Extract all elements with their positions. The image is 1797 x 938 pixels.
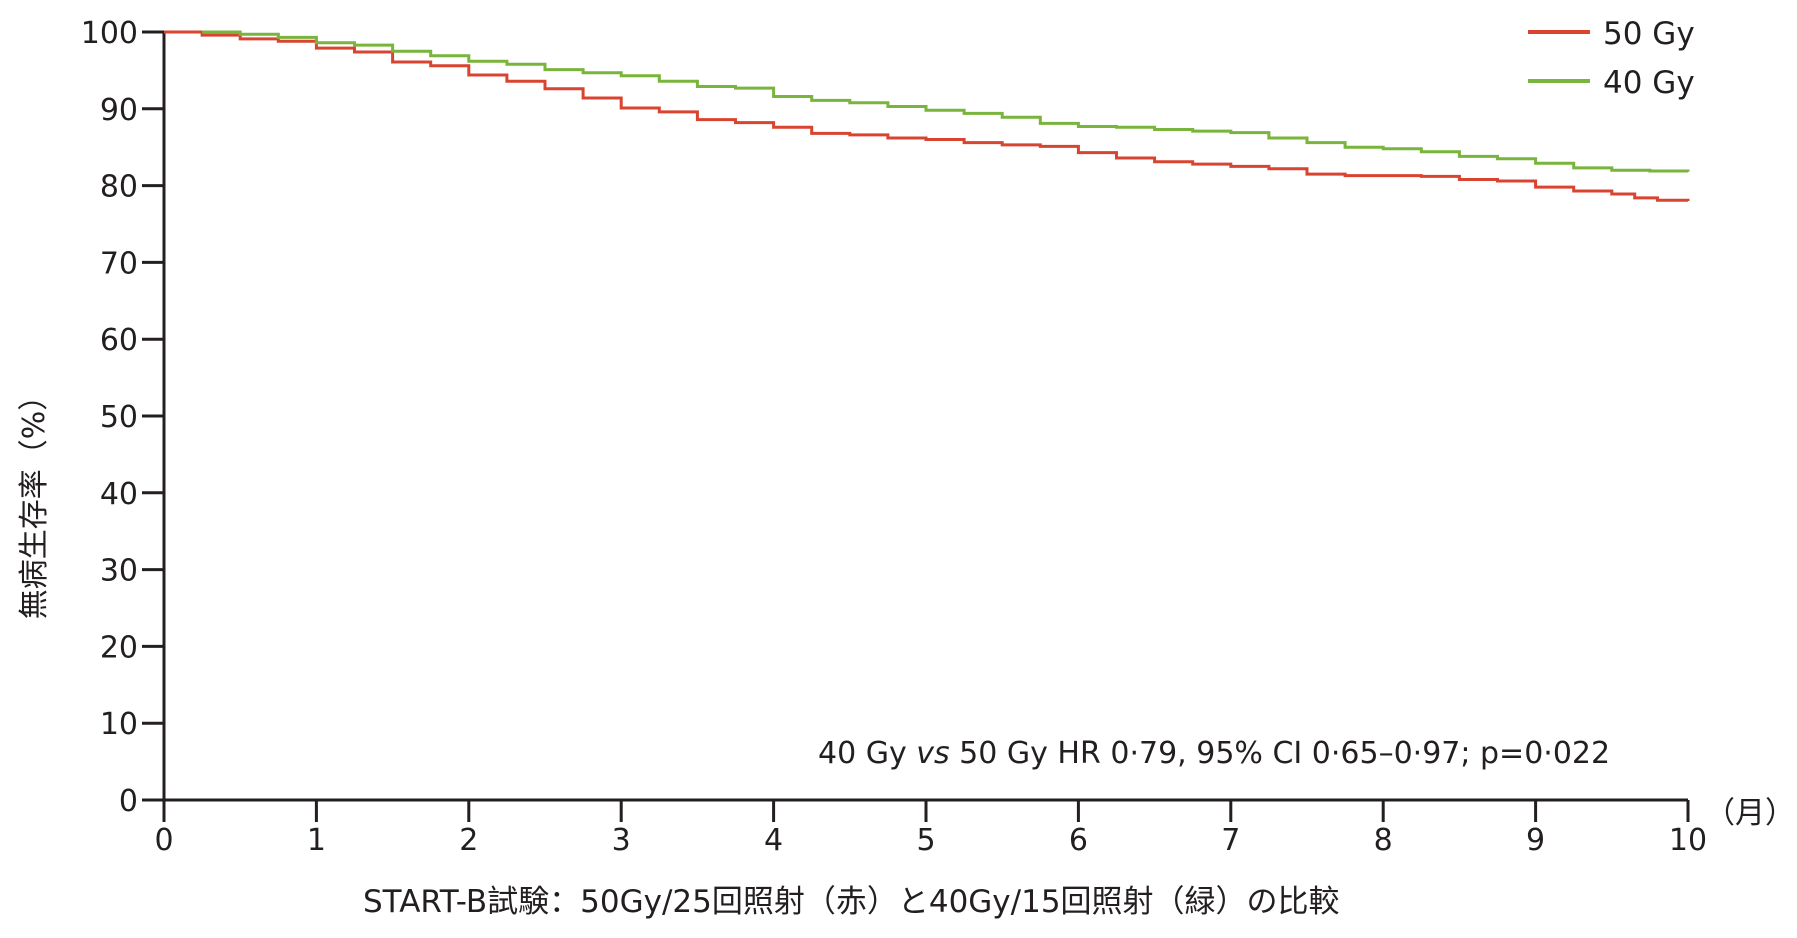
x-tick-label: 4: [764, 823, 783, 858]
y-tick-label: 10: [100, 707, 138, 742]
y-tick-label: 20: [100, 630, 138, 665]
y-tick-label: 30: [100, 554, 138, 589]
x-tick-label: 1: [307, 823, 326, 858]
x-tick-label: 2: [459, 823, 478, 858]
y-tick-label: 60: [100, 323, 138, 358]
y-tick-label: 0: [119, 784, 138, 819]
y-tick-label: 70: [100, 246, 138, 281]
legend-label-40gy: 40 Gy: [1603, 65, 1695, 101]
x-tick-label: 7: [1221, 823, 1240, 858]
axes: [162, 32, 1688, 802]
series-line-50gy: [164, 30, 1690, 202]
series-line-40gy: [202, 30, 1690, 173]
y-tick-label: 40: [100, 477, 138, 512]
y-ticks: 0 10 20 30 40 50 60 70 80 90 100: [81, 16, 164, 819]
hazard-ratio-annotation: 40 Gy vs 50 Gy HR 0·79, 95% CI 0·65–0·97…: [818, 736, 1610, 771]
y-tick-label: 100: [81, 16, 138, 51]
x-ticks: 0 1 2 3 4 5 6 7 8 9 10: [154, 800, 1707, 858]
x-tick-label: 3: [612, 823, 631, 858]
y-tick-label: 50: [100, 400, 138, 435]
x-tick-label: 6: [1069, 823, 1088, 858]
x-tick-label: 0: [154, 823, 173, 858]
legend: 50 Gy 40 Gy: [1528, 16, 1695, 101]
y-axis-title: 無病生存率（%）: [17, 381, 52, 620]
y-tick-label: 80: [100, 170, 138, 205]
x-axis-unit: （月）: [1705, 796, 1795, 831]
chart-caption: START-B試験：50Gy/25回照射（赤）と40Gy/15回照射（緑）の比較: [363, 884, 1340, 920]
x-tick-label: 5: [916, 823, 935, 858]
series-group: [164, 30, 1690, 202]
y-tick-label: 90: [100, 93, 138, 128]
legend-label-50gy: 50 Gy: [1603, 16, 1695, 52]
x-tick-label: 9: [1526, 823, 1545, 858]
x-tick-label: 8: [1374, 823, 1393, 858]
x-tick-label: 10: [1669, 823, 1707, 858]
